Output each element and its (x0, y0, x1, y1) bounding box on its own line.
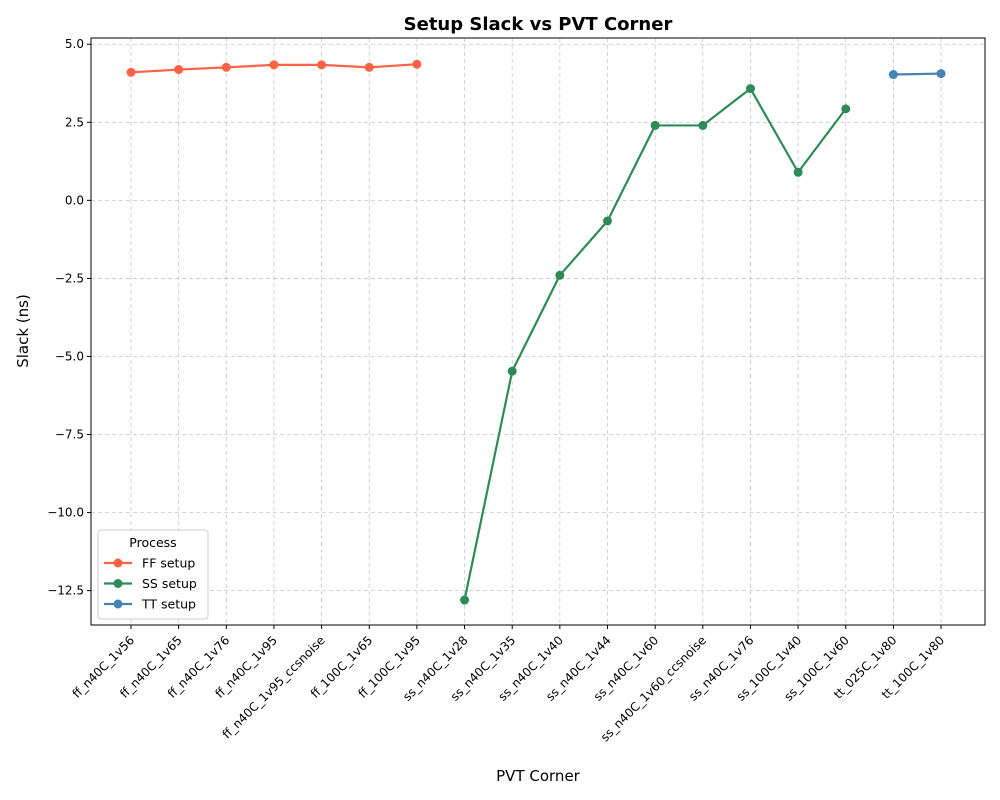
data-point (507, 366, 517, 376)
legend-label: TT setup (141, 597, 196, 612)
data-point (269, 60, 279, 70)
legend-label: FF setup (142, 556, 195, 571)
data-point (126, 67, 136, 77)
legend-marker (113, 579, 123, 588)
legend-label: SS setup (142, 576, 197, 591)
y-tick-label: 0.0 (65, 193, 84, 207)
legend-title: Process (129, 535, 176, 550)
x-axis: ff_n40C_1v56ff_n40C_1v65ff_n40C_1v76ff_n… (70, 625, 947, 744)
legend-box (97, 529, 209, 620)
y-tick-label: 2.5 (65, 115, 84, 129)
data-point (317, 60, 327, 70)
data-point (841, 104, 851, 114)
data-point (793, 167, 803, 177)
data-point (364, 62, 374, 72)
data-point (221, 62, 231, 72)
data-point (412, 59, 422, 69)
series-points (126, 59, 946, 605)
data-point (698, 120, 708, 130)
grid-lines (91, 38, 985, 625)
series-lines (130, 63, 942, 601)
x-axis-title: PVT Corner (496, 767, 581, 785)
y-tick-label: −12.5 (47, 584, 84, 598)
y-tick-label: −2.5 (55, 271, 84, 285)
plot-frame (90, 37, 986, 626)
y-tick-label: −7.5 (55, 428, 84, 442)
y-axis-title: Slack (ns) (14, 294, 32, 368)
data-point (650, 120, 660, 130)
data-point (603, 216, 612, 226)
chart-title: Setup Slack vs PVT Corner (404, 14, 673, 35)
legend-marker (113, 599, 123, 609)
data-point (936, 69, 946, 79)
y-tick-label: 5.0 (65, 37, 84, 51)
data-point (888, 70, 898, 80)
data-point (555, 270, 565, 280)
y-tick-label: −5.0 (55, 349, 84, 363)
series-line-2 (893, 72, 942, 76)
legend: Process FF setup SS setup TT setup (97, 529, 209, 620)
y-tick-label: −10.0 (47, 506, 84, 520)
data-point (460, 595, 470, 605)
legend-marker (113, 558, 123, 568)
data-point (174, 65, 184, 75)
y-axis: 5.0 2.5 0.0 −2.5 −5.0 −7.5 −10.0 −12.5 (47, 37, 91, 598)
data-point (745, 84, 755, 94)
